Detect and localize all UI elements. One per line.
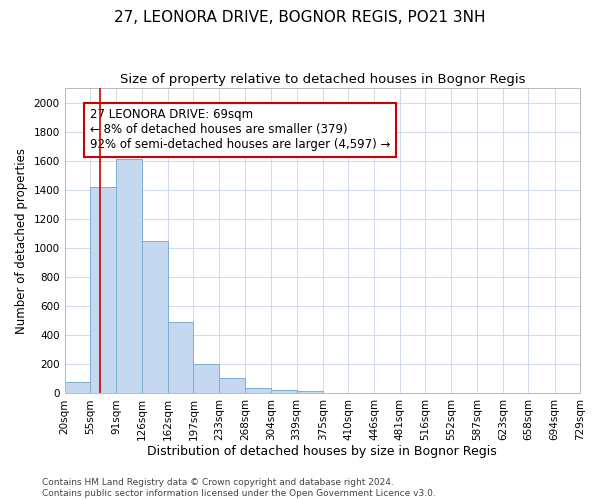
Y-axis label: Number of detached properties: Number of detached properties: [15, 148, 28, 334]
Bar: [90, 187, 116, 394]
X-axis label: Distribution of detached houses by size in Bognor Regis: Distribution of detached houses by size …: [148, 444, 497, 458]
Bar: [245, 388, 271, 394]
Text: 27, LEONORA DRIVE, BOGNOR REGIS, PO21 3NH: 27, LEONORA DRIVE, BOGNOR REGIS, PO21 3N…: [114, 10, 486, 25]
Bar: [65, 382, 90, 394]
Bar: [193, 364, 220, 394]
Text: 27 LEONORA DRIVE: 69sqm
← 8% of detached houses are smaller (379)
92% of semi-de: 27 LEONORA DRIVE: 69sqm ← 8% of detached…: [90, 108, 391, 152]
Bar: [116, 160, 142, 394]
Bar: [323, 392, 348, 394]
Bar: [271, 390, 296, 394]
Text: Contains HM Land Registry data © Crown copyright and database right 2024.
Contai: Contains HM Land Registry data © Crown c…: [42, 478, 436, 498]
Title: Size of property relative to detached houses in Bognor Regis: Size of property relative to detached ho…: [119, 72, 525, 86]
Bar: [168, 322, 193, 394]
Bar: [296, 391, 323, 394]
Bar: [142, 240, 168, 394]
Bar: [220, 378, 245, 394]
